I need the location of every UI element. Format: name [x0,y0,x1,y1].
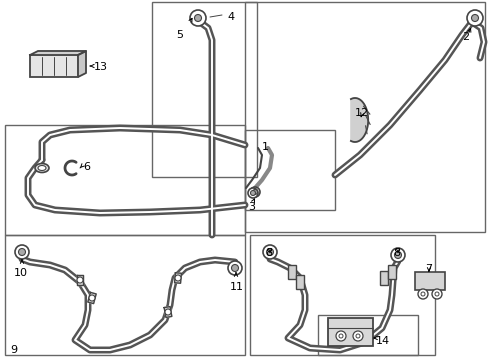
Circle shape [89,295,95,301]
Bar [30,55,78,77]
Text: 3: 3 [248,202,255,212]
Circle shape [248,188,258,198]
Circle shape [190,10,206,26]
Circle shape [77,277,83,283]
Circle shape [263,245,277,259]
Text: 4: 4 [227,12,234,22]
Circle shape [418,289,428,299]
Circle shape [231,265,239,271]
Text: 13: 13 [94,62,108,72]
Bar [415,272,445,290]
Text: 14: 14 [376,336,390,346]
Polygon shape [164,307,172,318]
Circle shape [336,331,346,341]
Circle shape [228,261,242,275]
Circle shape [15,245,29,259]
Bar [388,265,396,279]
Circle shape [250,187,260,197]
Bar [288,265,296,279]
Circle shape [394,252,401,258]
Ellipse shape [38,166,46,171]
Circle shape [356,334,360,338]
Circle shape [165,309,171,315]
Circle shape [175,275,181,281]
Text: 8: 8 [265,248,272,258]
Text: 9: 9 [10,345,17,355]
Circle shape [432,289,442,299]
Polygon shape [78,51,86,77]
Bar [5,235,245,355]
Bar [152,2,257,177]
Text: 5: 5 [176,30,183,40]
Circle shape [435,292,439,296]
Ellipse shape [35,163,49,172]
Circle shape [467,10,483,26]
Text: 6: 6 [83,162,90,172]
Bar [296,275,304,289]
Circle shape [353,331,363,341]
Bar [250,235,435,355]
Circle shape [421,292,425,296]
Bar [328,318,373,346]
Circle shape [195,14,201,22]
Circle shape [250,190,255,195]
Text: 2: 2 [462,32,469,42]
Circle shape [19,248,25,256]
Circle shape [252,189,258,194]
Polygon shape [351,98,368,142]
Text: 11: 11 [230,282,244,292]
Text: 12: 12 [355,108,369,118]
Text: 7: 7 [425,264,433,274]
Bar [318,315,418,355]
Circle shape [391,248,405,262]
Bar [380,271,388,285]
Circle shape [267,248,273,256]
Text: 10: 10 [14,268,28,278]
Polygon shape [30,51,86,55]
Polygon shape [77,275,83,285]
Circle shape [471,14,479,22]
Bar [245,130,335,210]
Polygon shape [174,273,181,283]
Bar [245,2,485,232]
Text: 1: 1 [262,142,269,152]
Circle shape [339,334,343,338]
Polygon shape [88,292,96,303]
Bar [5,125,245,235]
Text: 8: 8 [393,248,400,258]
